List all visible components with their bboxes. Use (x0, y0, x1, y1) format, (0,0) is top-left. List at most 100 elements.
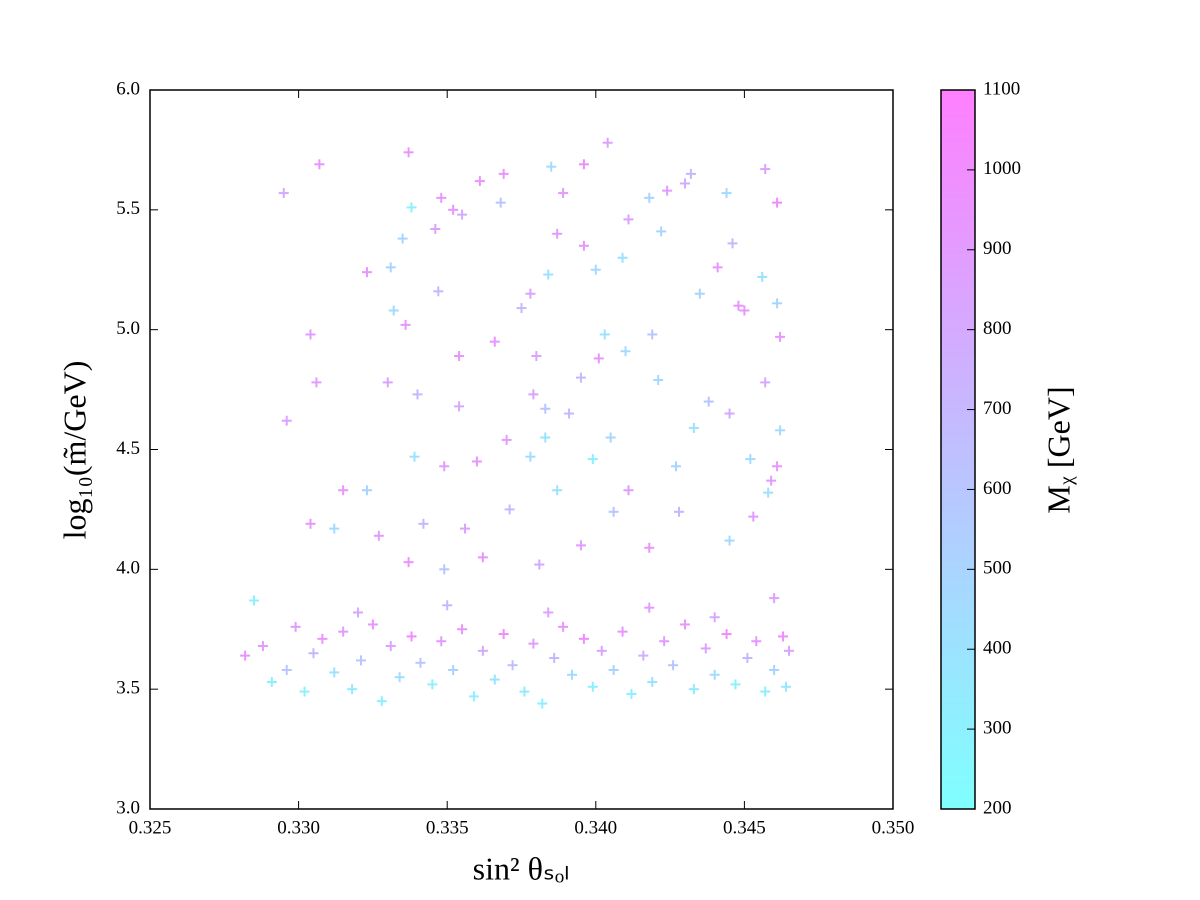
point (305, 518, 316, 529)
colorbar-tick-label: 300 (983, 717, 1012, 738)
point (376, 696, 387, 707)
point (578, 633, 589, 644)
point (620, 346, 631, 357)
y-tick-label: 4.5 (116, 438, 140, 459)
point (281, 415, 292, 426)
point (558, 621, 569, 632)
point (766, 475, 777, 486)
colorbar-tick-label: 400 (983, 638, 1012, 659)
point (590, 264, 601, 275)
y-tick-label: 4.0 (116, 558, 140, 579)
point (385, 262, 396, 273)
point (617, 252, 628, 263)
point (528, 638, 539, 649)
point (281, 664, 292, 675)
point (397, 233, 408, 244)
point (778, 631, 789, 642)
point (602, 137, 613, 148)
point (400, 319, 411, 330)
point (442, 600, 453, 611)
point (564, 408, 575, 419)
point (549, 653, 560, 664)
point (534, 559, 545, 570)
point (668, 660, 679, 671)
point (356, 655, 367, 666)
point (448, 204, 459, 215)
point (712, 262, 723, 273)
point (338, 626, 349, 637)
x-tick-label: 0.335 (426, 817, 469, 838)
point (460, 523, 471, 534)
point (724, 408, 735, 419)
point (575, 540, 586, 551)
point (763, 487, 774, 498)
point (647, 329, 658, 340)
point (498, 629, 509, 640)
point (721, 629, 732, 640)
point (266, 676, 277, 687)
point (679, 178, 690, 189)
point (608, 664, 619, 675)
point (748, 511, 759, 522)
point (278, 188, 289, 199)
colorbar-tick-label: 500 (983, 558, 1012, 579)
point (507, 660, 518, 671)
point (769, 664, 780, 675)
y-tick-label: 6.0 (116, 78, 140, 99)
point (338, 485, 349, 496)
point (249, 595, 260, 606)
point (329, 523, 340, 534)
x-tick-label: 0.340 (574, 817, 617, 838)
point (587, 681, 598, 692)
colorbar-label: Mᵪ [GeV] (1040, 386, 1076, 513)
point (700, 643, 711, 654)
point (638, 650, 649, 661)
point (311, 377, 322, 388)
point (471, 456, 482, 467)
point (540, 403, 551, 414)
point (430, 224, 441, 235)
point (516, 303, 527, 314)
colorbar-tick-label: 700 (983, 398, 1012, 419)
y-tick-label: 5.5 (116, 198, 140, 219)
point (709, 669, 720, 680)
point (558, 188, 569, 199)
point (709, 612, 720, 623)
point (498, 168, 509, 179)
point (329, 667, 340, 678)
point (552, 228, 563, 239)
point (733, 300, 744, 311)
point (674, 506, 685, 517)
point (436, 636, 447, 647)
point (656, 226, 667, 237)
point (775, 331, 786, 342)
point (415, 657, 426, 668)
point (659, 636, 670, 647)
point (546, 161, 557, 172)
colorbar-tick-label: 900 (983, 238, 1012, 259)
point (528, 389, 539, 400)
colorbar-tick-label: 200 (983, 797, 1012, 818)
point (373, 530, 384, 541)
point (578, 159, 589, 170)
colorbar (940, 89, 976, 810)
point (439, 461, 450, 472)
y-tick-label: 5.0 (116, 318, 140, 339)
point (314, 159, 325, 170)
point (653, 374, 664, 385)
x-axis-label: sin² θₛₒₗ (473, 850, 570, 886)
point (623, 485, 634, 496)
point (578, 240, 589, 251)
point (477, 552, 488, 563)
point (783, 645, 794, 656)
point (760, 377, 771, 388)
point (593, 353, 604, 364)
point (436, 192, 447, 203)
point (727, 238, 738, 249)
point (454, 351, 465, 362)
point (353, 607, 364, 618)
point (439, 564, 450, 575)
point (757, 271, 768, 282)
point (305, 329, 316, 340)
point (540, 432, 551, 443)
